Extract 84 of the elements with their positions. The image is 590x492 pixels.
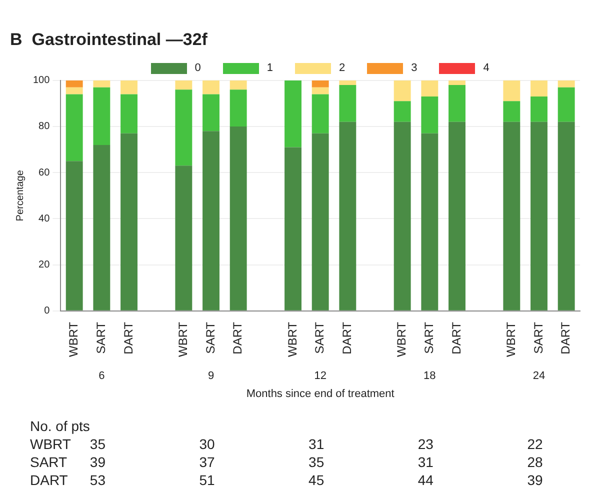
bar: [312, 94, 329, 134]
bar: [421, 96, 438, 134]
bar: [202, 131, 220, 310]
text: No. of pts: [30, 418, 90, 434]
x-tick-label: WBRT: [176, 321, 190, 357]
bar: [93, 80, 110, 88]
x-tick-label: WBRT: [66, 321, 81, 357]
bar: [175, 166, 192, 310]
bar: [120, 94, 138, 134]
legend-label: 0: [194, 62, 201, 74]
y-tick-label: 80: [38, 121, 50, 132]
bar: [421, 80, 438, 97]
x-tick-label: SART: [531, 321, 546, 354]
y-tick-label: 0: [44, 306, 50, 317]
y-tick-label: 60: [38, 167, 50, 178]
x-tick-label: WBRT: [394, 321, 409, 357]
bar: [558, 87, 575, 122]
bar: [175, 90, 192, 166]
bar: [230, 80, 247, 90]
bar: [66, 87, 83, 94]
bar: [503, 122, 520, 310]
x-tick-label: DART: [558, 321, 573, 354]
text: 6: [98, 370, 105, 382]
x-tick-label: SART: [312, 321, 327, 354]
bar: [66, 80, 83, 88]
bar: [530, 96, 548, 122]
x-tick-label: SART: [94, 321, 108, 354]
bar: [503, 80, 520, 102]
text: SART 39 37 35 31 28: [30, 454, 543, 470]
bar: [503, 101, 520, 122]
bar: [339, 122, 356, 310]
chart-title: B Gastrointestinal —32f: [10, 30, 208, 49]
bar: [448, 80, 466, 86]
x-tick-label: DART: [230, 321, 245, 354]
x-tick-label: WBRT: [285, 321, 300, 357]
x-axis-title: Months since end of treatment: [246, 388, 394, 400]
text: 12: [314, 370, 326, 382]
bar: [394, 122, 411, 310]
legend-label: 4: [483, 62, 490, 74]
text: 9: [208, 370, 214, 382]
bar: [530, 80, 548, 97]
bar: [202, 80, 220, 94]
bar: [120, 133, 138, 310]
text: DART 53 51 45 44 39: [30, 472, 543, 488]
bar: [312, 87, 329, 94]
x-tick-label: DART: [121, 321, 136, 354]
bar: [421, 133, 438, 310]
y-tick-label: 40: [38, 213, 50, 224]
bar: [312, 80, 329, 88]
bar: [312, 133, 329, 310]
bar: [284, 147, 302, 310]
text: WBRT 35 30 31 23 22: [30, 436, 543, 452]
text: 18: [424, 370, 436, 382]
y-tick-label: 20: [38, 260, 50, 271]
x-tick-label: DART: [449, 321, 464, 354]
text: 24: [532, 370, 546, 382]
bar: [284, 80, 302, 148]
bar: [202, 94, 220, 132]
bar: [230, 90, 247, 126]
bar: [120, 80, 138, 94]
bar: [175, 80, 192, 90]
bar: [394, 101, 411, 122]
bar: [530, 122, 548, 310]
y-tick-label: 100: [32, 75, 50, 86]
bar: [339, 80, 356, 86]
x-tick-label: SART: [203, 321, 218, 354]
legend-label: 1: [266, 62, 273, 74]
bar: [66, 161, 83, 310]
x-tick-label: SART: [422, 321, 436, 354]
bar: [448, 85, 466, 122]
x-tick-label: DART: [340, 321, 354, 354]
bar: [339, 85, 356, 122]
bar: [93, 144, 110, 310]
bar: [230, 126, 247, 310]
bar: [448, 122, 466, 310]
legend-label: 3: [411, 62, 418, 74]
bar: [394, 80, 411, 102]
x-tick-label: WBRT: [504, 321, 518, 357]
bar: [66, 94, 83, 162]
legend-label: 2: [338, 62, 346, 74]
y-axis-title: Percentage: [14, 170, 26, 222]
bar: [558, 122, 575, 310]
bar: [93, 87, 110, 145]
bar: [558, 80, 575, 88]
